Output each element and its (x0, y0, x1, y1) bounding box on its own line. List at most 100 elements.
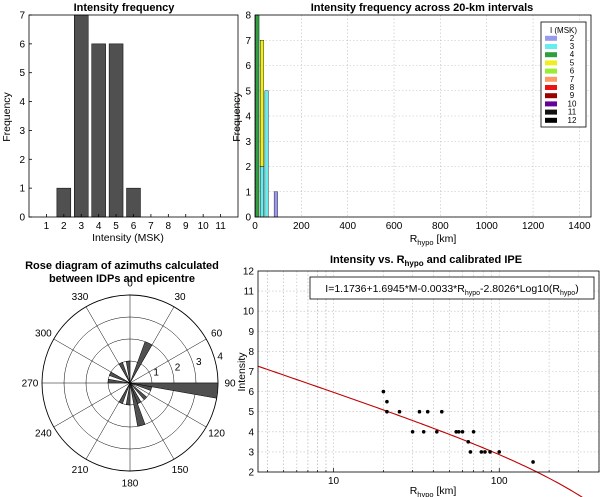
legend-title: I (MSK) (550, 26, 577, 35)
rose-angle-labels: 0 30 60 90 120 150 180 210 240 270 300 330 (22, 279, 236, 490)
p1-xtick-label: 10 (198, 221, 210, 232)
panel4-x-label-sub: hypo (417, 490, 433, 497)
rose-petal-180 (125, 382, 131, 406)
eq-part1: I=1.1736+1.6945*M-0.0033*R (325, 283, 465, 295)
panel1-title: Intensity frequency (74, 2, 176, 14)
p2-ytick-label: 2 (245, 162, 251, 173)
p1-ytick-label: 0 (19, 213, 25, 224)
p4-xtick-label: 10 (328, 476, 340, 487)
intensity-bar-3 (74, 14, 89, 218)
observation-point (479, 450, 484, 454)
intensity-bar-5 (108, 43, 124, 218)
stack-segment-I2 (273, 191, 278, 218)
p1-xtick-label: 4 (96, 221, 102, 232)
p2-xtick-label: 1200 (522, 221, 545, 232)
intensity-frequency-panel: Intensity frequency 1 2 3 4 5 6 7 8 9 10 11 012345… (1, 2, 239, 244)
panel2-y-label: Frequency (231, 91, 243, 141)
ipe-curve (257, 365, 583, 497)
rose-petal-100 (129, 382, 152, 391)
rose-angle-label: 210 (72, 465, 89, 476)
rose-angle-label: 240 (35, 429, 52, 440)
rose-petal-330 (118, 362, 131, 384)
rose-angle-label: 330 (72, 292, 89, 303)
observation-point (497, 450, 502, 454)
p1-ytick-label: 6 (19, 39, 25, 50)
panel2-y-ticks: 0 1 2 3 4 5 6 7 8 (245, 11, 251, 224)
panel1-y-label: Frequency (1, 91, 13, 141)
p2-xtick-label: 400 (339, 221, 356, 232)
observation-point (531, 460, 535, 464)
observed-points (381, 389, 535, 464)
p4-ytick-label: 12 (243, 267, 255, 278)
observation-point (460, 430, 465, 434)
p4-ytick-label: 5 (248, 407, 254, 418)
rose-petal-20 (129, 341, 153, 384)
p1-xtick-label: 6 (131, 221, 137, 232)
rose-radial-label: 3 (196, 357, 202, 368)
panel2-gridlines (254, 14, 591, 218)
observation-point (397, 409, 402, 414)
p2-xtick-label: 1400 (568, 221, 591, 232)
p2-ytick-label: 8 (245, 11, 251, 22)
observation-point (439, 409, 444, 414)
observation-point (488, 450, 492, 454)
rose-angle-label: 60 (211, 329, 223, 340)
legend-swatch-11 (545, 109, 557, 115)
legend-label-3: 3 (570, 42, 575, 51)
legend-swatch-10 (545, 101, 557, 107)
ipe-curve-line (257, 365, 583, 497)
observation-point (456, 430, 461, 434)
equation-box: I=1.1736+1.6945*M-0.0033*Rhypo-2.8026*Lo… (309, 276, 595, 300)
p1-xtick-label: 3 (78, 221, 84, 232)
rose-spoke (53, 382, 131, 428)
panel4-title-sub: hypo (405, 259, 424, 268)
p4-ytick-label: 2 (248, 468, 254, 479)
panel1-x-label: Intensity (MSK) (92, 232, 164, 244)
rose-petal-160 (129, 382, 146, 427)
intensity-bar-4 (91, 43, 106, 218)
stack-segment-I3 (264, 90, 269, 218)
panel3-title-line2: between IDPs and epicentre (49, 273, 195, 285)
distance-interval-panel: Intensity frequency across 20-km interva… (231, 2, 592, 247)
panel1-axes-box (28, 14, 239, 218)
p4-ytick-label: 6 (248, 387, 254, 398)
panel1-y-ticks: 0 1 2 3 4 5 6 7 (19, 11, 32, 224)
panel4-axes-box (257, 270, 600, 473)
rose-angle-label: 270 (22, 379, 39, 390)
p1-xtick-label: 8 (166, 221, 172, 232)
legend-swatch-6 (545, 68, 557, 74)
panel4-title: Intensity vs. Rhypo and calibrated IPE (330, 254, 522, 268)
panel1-x-ticks: 1 2 3 4 5 6 7 8 9 10 11 (44, 214, 226, 232)
panel2-x-label-unit: [km] (434, 233, 457, 245)
p2-xtick-label: 0 (252, 221, 258, 232)
p1-ytick-label: 2 (19, 155, 25, 166)
observation-point (435, 430, 439, 434)
observation-point (410, 430, 415, 434)
legend-label-8: 8 (570, 83, 575, 92)
rose-petal-290 (109, 371, 131, 384)
p2-ytick-label: 0 (245, 213, 251, 224)
p4-ytick-label: 3 (248, 447, 254, 458)
panel2-x-label: Rhypo [km] (410, 233, 457, 247)
eq-part2: -2.8026*Log10(R (480, 283, 560, 295)
observation-point (471, 430, 476, 434)
rose-radial-label: 2 (175, 362, 181, 373)
p2-ytick-label: 7 (245, 36, 251, 47)
eq-part3: ) (575, 283, 579, 295)
observation-point (417, 409, 422, 414)
rose-radial-labels: 1 2 3 4 (153, 352, 223, 379)
stack-segment-I5 (260, 40, 264, 167)
legend-swatch-7 (545, 76, 557, 82)
p2-ytick-label: 4 (245, 112, 251, 123)
p4-ytick-label: 11 (244, 287, 255, 298)
p4-xtick-label: 100 (491, 476, 508, 487)
observation-point (385, 409, 389, 414)
p4-ytick-label: 4 (248, 427, 254, 438)
rose-angle-label: 300 (35, 329, 52, 340)
p2-xtick-label: 1000 (476, 221, 499, 232)
stack-segment-I4 (255, 14, 260, 218)
rose-petal-90 (129, 382, 219, 399)
